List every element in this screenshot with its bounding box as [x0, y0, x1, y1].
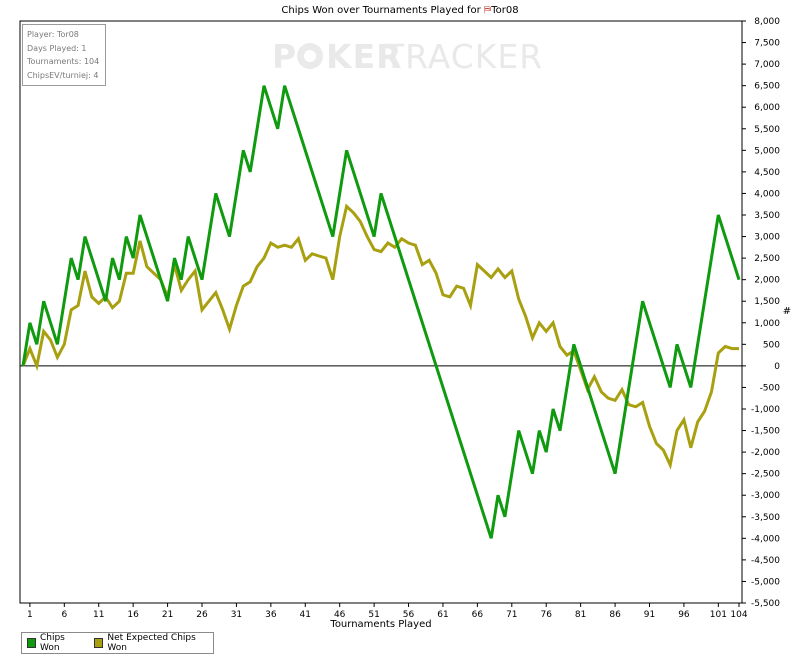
y-tick-label: 0 — [774, 362, 780, 372]
x-axis-title: Tournaments Played — [329, 619, 431, 630]
y-tick-label: 4,500 — [754, 168, 780, 178]
x-tick-label: 66 — [472, 610, 484, 620]
y-tick-label: -2,500 — [751, 470, 780, 480]
plot-frame — [19, 20, 743, 604]
x-tick-label: 86 — [609, 610, 621, 620]
y-tick-label: -3,000 — [751, 491, 780, 501]
x-tick-label: 36 — [265, 610, 277, 620]
x-tick-label: 96 — [678, 610, 690, 620]
y-tick-label: -5,000 — [751, 577, 780, 587]
legend-item-net-expected[interactable]: Net Expected Chips Won — [94, 633, 205, 653]
watermark-text-tracker: TRACKER — [383, 37, 543, 76]
x-tick-label: 26 — [196, 610, 208, 620]
x-tick-label: 21 — [162, 610, 173, 620]
y-tick-label: -5,500 — [751, 599, 780, 609]
y-tick-label: 500 — [763, 340, 780, 350]
y-tick-label: -4,500 — [751, 556, 780, 566]
y-tick-label: 7,000 — [754, 60, 780, 70]
x-tick-label: 1 — [27, 610, 33, 620]
y-tick-label: 8,000 — [754, 17, 780, 27]
x-tick-label: 91 — [644, 610, 655, 620]
x-tick-label: 104 — [730, 610, 747, 620]
y-tick-label: 3,000 — [754, 233, 780, 243]
info-days-played: Days Played: 1 — [27, 43, 87, 53]
x-tick-label: 51 — [368, 610, 379, 620]
info-chipsev: ChipsEV/turniej: 4 — [27, 70, 99, 80]
y-tick-label: -1,000 — [751, 405, 780, 415]
x-tick-label: 71 — [506, 610, 517, 620]
info-tournaments: Tournaments: 104 — [27, 57, 100, 66]
y-tick-label: -2,000 — [751, 448, 780, 458]
x-tick-label: 46 — [334, 610, 346, 620]
y-tick-label: -3,500 — [751, 513, 780, 523]
y-tick-label: 5,000 — [754, 146, 780, 156]
x-tick-label: 16 — [127, 610, 139, 620]
y-tick-label: 7,500 — [754, 39, 780, 49]
legend-swatch-net-expected — [94, 638, 104, 648]
x-tick-label: 76 — [541, 610, 553, 620]
series-line-net-expected-chips-won — [21, 203, 739, 470]
x-tick-label: 41 — [300, 610, 311, 620]
x-tick-label: 6 — [61, 610, 67, 620]
series-line-chips-won — [21, 85, 741, 539]
x-tick-label: 11 — [93, 610, 104, 620]
info-player: Player: Tor08 — [27, 30, 79, 39]
flag-icon: ⛿ — [483, 5, 492, 16]
y-tick-label: 5,500 — [754, 125, 780, 135]
legend: Chips Won Net Expected Chips Won — [21, 632, 214, 654]
y-tick-label: 1,500 — [754, 297, 780, 307]
x-tick-label: 101 — [710, 610, 727, 620]
y-axis: 8,000 7,500 7,000 6,500 6,000 5,500 5,000 4,500… — [742, 17, 780, 609]
watermark-text-ker: KER — [326, 37, 403, 76]
legend-item-chips-won[interactable]: Chips Won — [27, 633, 81, 653]
chart-title-text: Chips Won over Tournaments Played for — [281, 5, 481, 16]
y-axis-title: # — [783, 306, 791, 317]
y-tick-label: -1,500 — [751, 427, 780, 437]
y-tick-label: 6,000 — [754, 103, 780, 113]
player-info-box: Player: Tor08 Days Played: 1 Tournaments… — [22, 24, 106, 86]
y-tick-label: 1,000 — [754, 319, 780, 329]
legend-swatch-chips-won — [27, 638, 36, 648]
y-tick-label: -4,000 — [751, 534, 780, 544]
y-tick-label: -500 — [760, 383, 781, 393]
watermark-text-p: P — [272, 37, 297, 76]
poker-chip-icon — [297, 43, 323, 69]
legend-label-net-expected: Net Expected Chips Won — [107, 633, 196, 653]
y-tick-label: 3,500 — [754, 211, 780, 221]
chart-title-player: Tor08 — [491, 5, 519, 16]
x-tick-label: 61 — [437, 610, 448, 620]
y-tick-label: 2,500 — [754, 254, 780, 264]
pokertracker-watermark: P KER TRACKER — [272, 37, 543, 76]
x-axis: 1 6 11 16 21 26 31 36 41 46 51 56 61 66 71 76 81 86 91 96 10… — [27, 603, 748, 620]
y-tick-label: 2,000 — [754, 276, 780, 286]
x-tick-label: 56 — [403, 610, 415, 620]
x-tick-label: 31 — [231, 610, 242, 620]
legend-label-chips-won: Chips Won — [39, 633, 65, 653]
chart-title: Chips Won over Tournaments Played for ⛿T… — [0, 5, 800, 16]
y-tick-label: 4,000 — [754, 189, 780, 199]
series-lines — [21, 85, 741, 539]
x-tick-label: 81 — [575, 610, 586, 620]
y-tick-label: 6,500 — [754, 82, 780, 92]
